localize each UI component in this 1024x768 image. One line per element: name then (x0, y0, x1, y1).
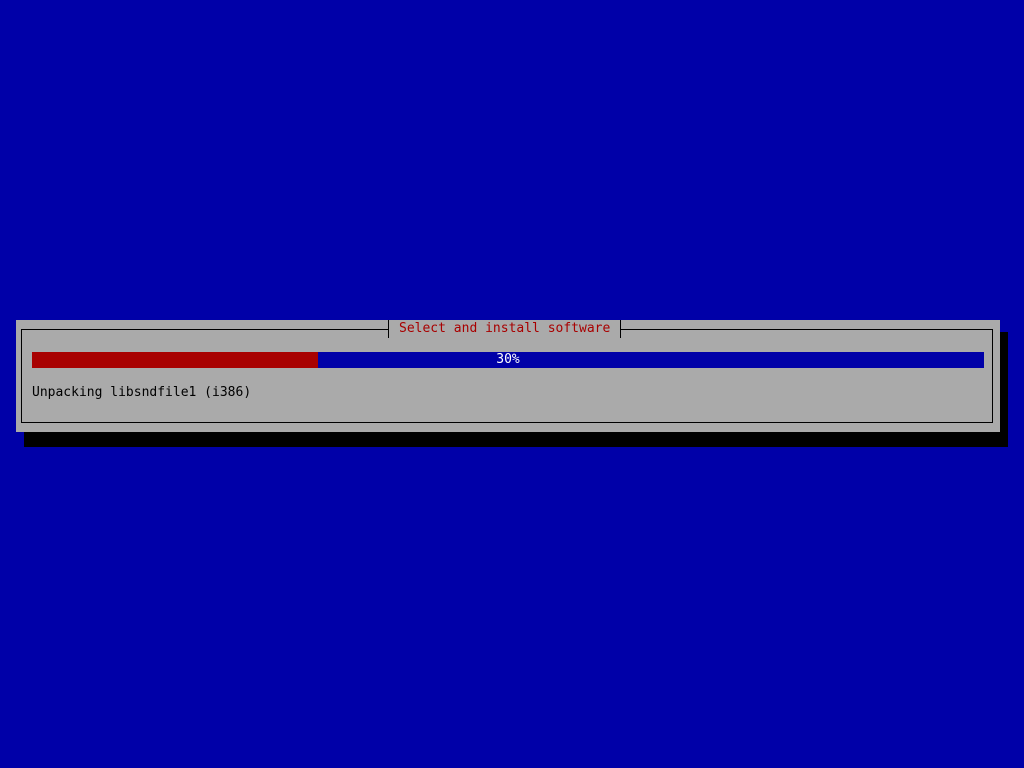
progress-bar: 30% (32, 352, 984, 368)
status-text: Unpacking libsndfile1 (i386) (32, 385, 252, 400)
dialog-shadow (24, 432, 1008, 447)
progress-percent-label: 30% (496, 352, 520, 367)
progress-bar-fill (32, 352, 318, 368)
dialog-title: Select and install software (388, 320, 622, 338)
install-progress-dialog: Select and install software 30% Unpackin… (16, 320, 1000, 432)
dialog-frame (21, 329, 993, 423)
dialog-shadow (1000, 332, 1008, 447)
